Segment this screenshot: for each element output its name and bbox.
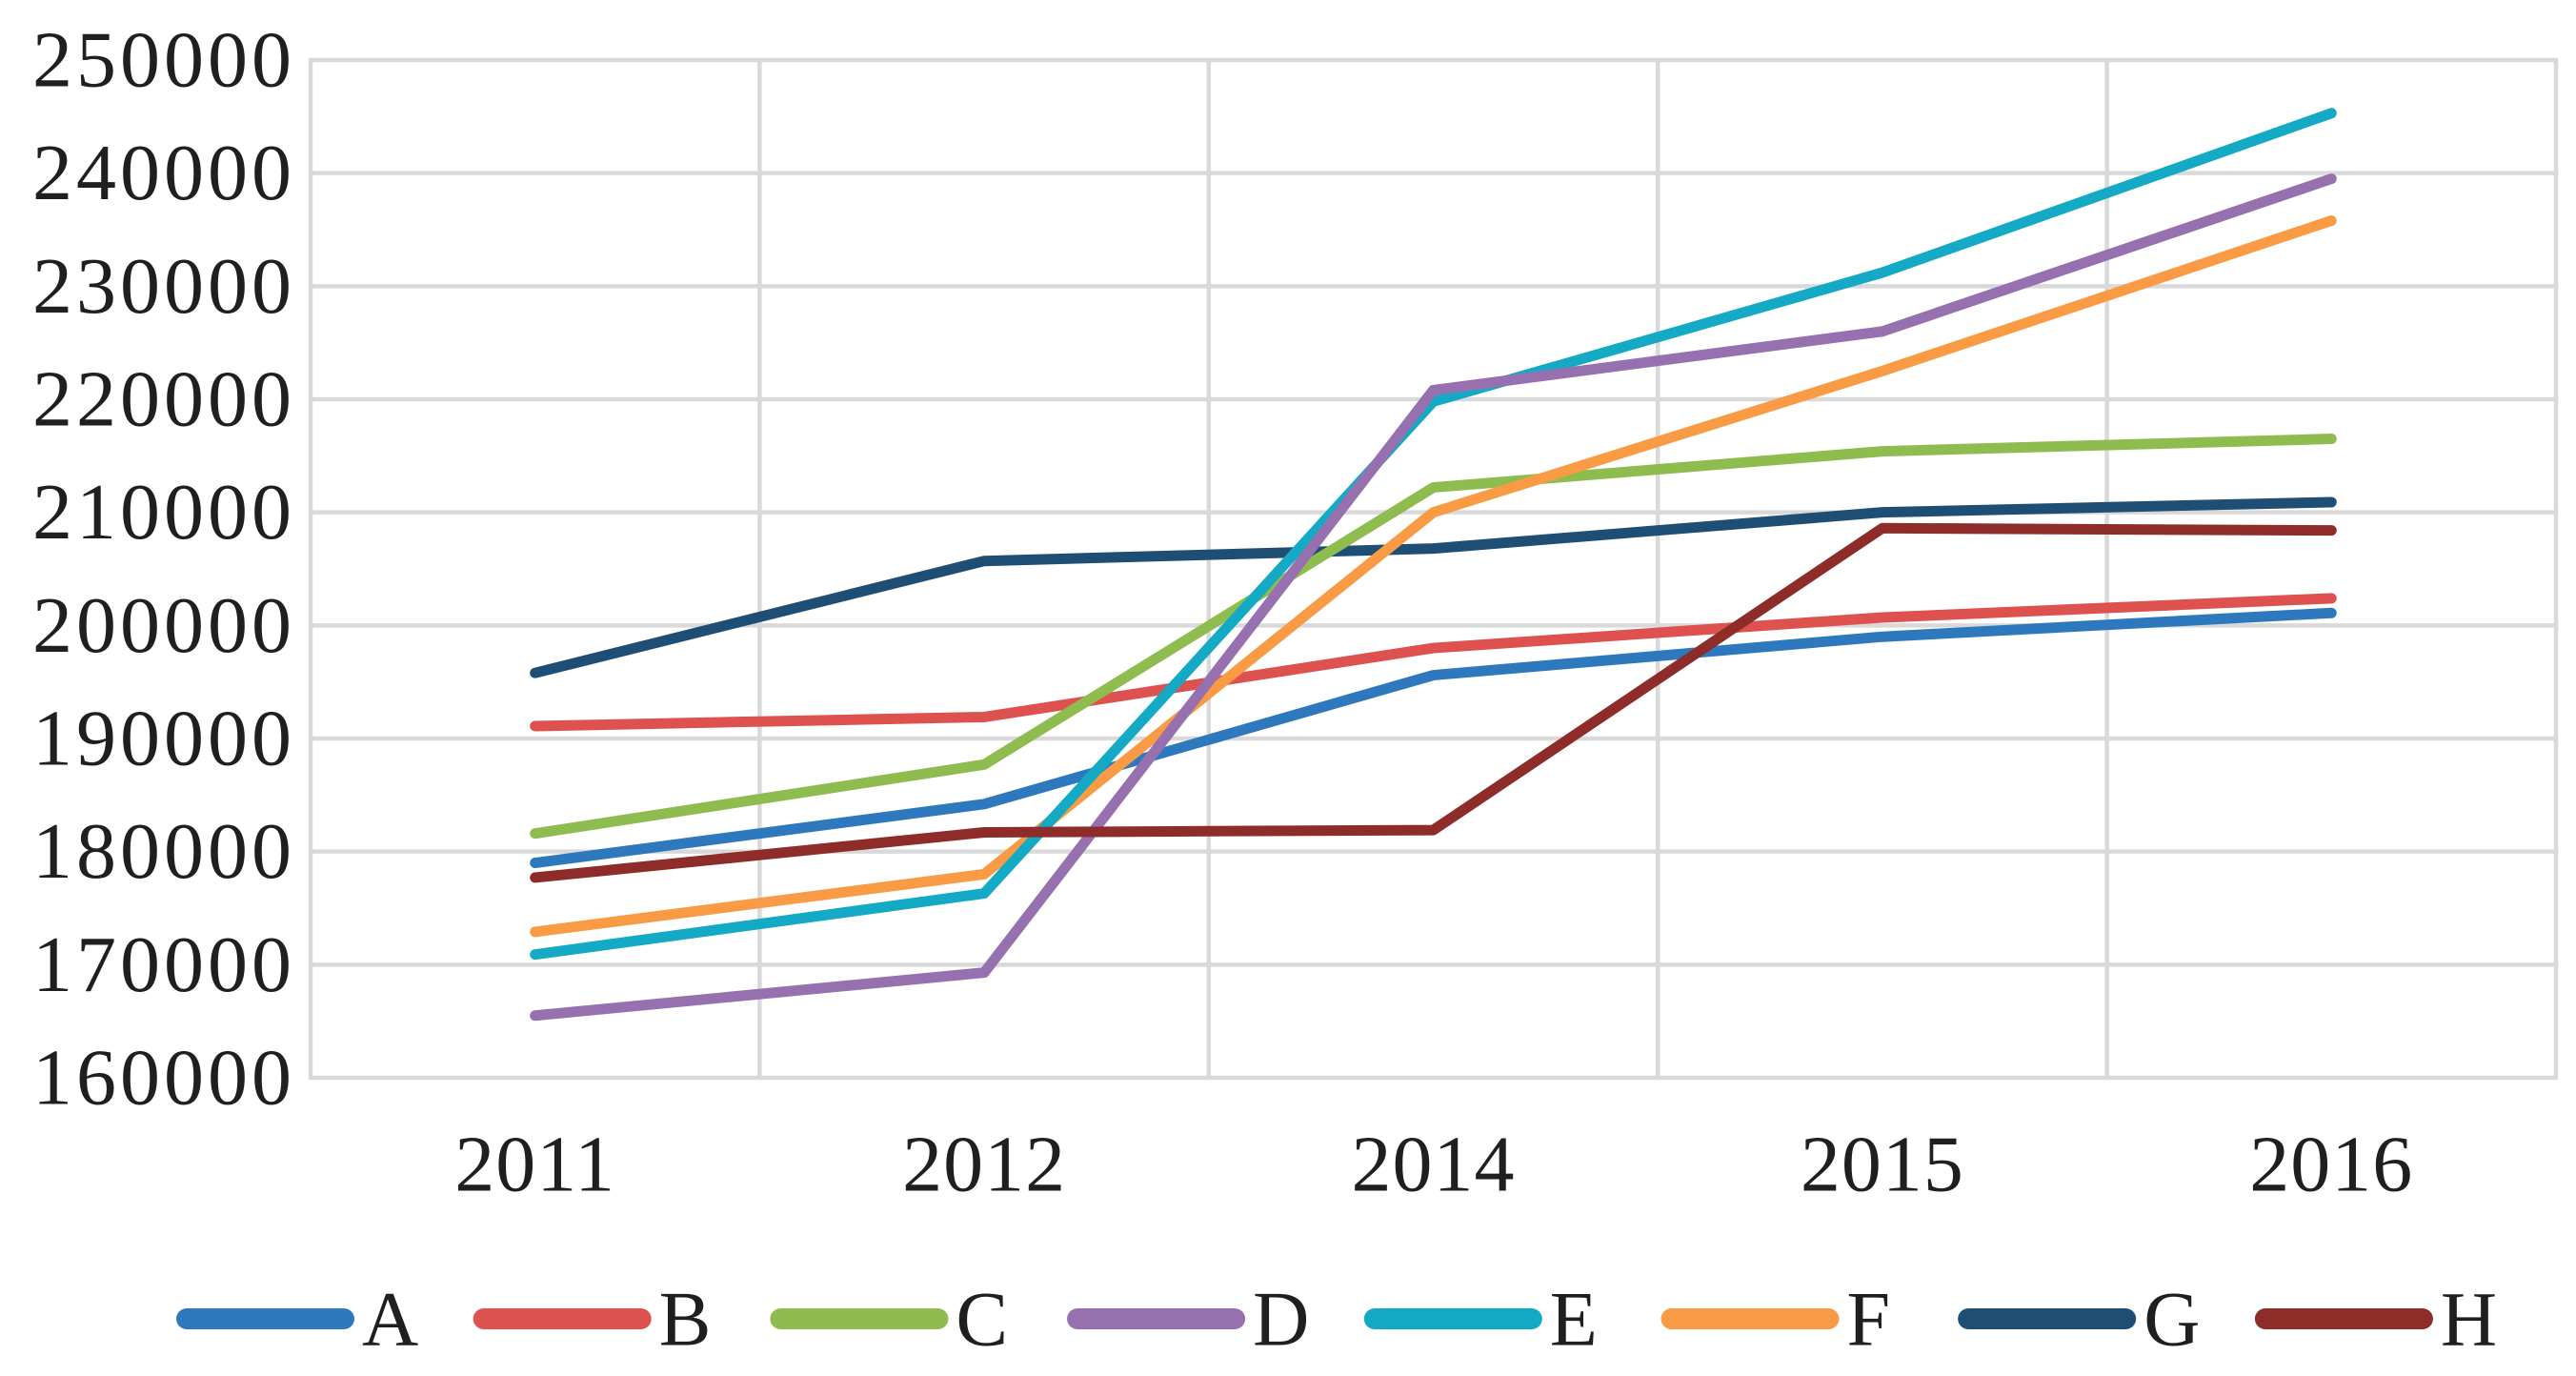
legend-swatch-D [1067, 1308, 1246, 1329]
y-tick-label: 180000 [32, 807, 295, 896]
x-tick-label: 2011 [454, 1121, 615, 1209]
x-tick-label: 2014 [1352, 1121, 1516, 1209]
y-tick-label: 240000 [32, 129, 295, 217]
y-tick-label: 220000 [32, 355, 295, 444]
series-line-G [530, 496, 2337, 678]
series-line-E [530, 108, 2337, 961]
y-tick-label: 230000 [32, 242, 295, 331]
legend-label-D: D [1253, 1276, 1309, 1363]
legend-item-G: G [1958, 1276, 2200, 1363]
legend-label-C: C [956, 1276, 1008, 1363]
x-tick-label: 2015 [1801, 1121, 1964, 1209]
legend-swatch-H [2254, 1308, 2433, 1329]
series-lines [530, 108, 2337, 1022]
y-tick-label: 210000 [32, 468, 295, 556]
legend-swatch-E [1363, 1308, 1542, 1329]
x-tick-label: 2016 [2249, 1121, 2413, 1209]
y-tick-label: 160000 [32, 1034, 295, 1123]
legend-item-D: D [1067, 1276, 1309, 1363]
legend-label-E: E [1550, 1276, 1598, 1363]
legend-label-H: H [2441, 1276, 2497, 1363]
legend-item-F: F [1660, 1276, 1891, 1363]
x-tick-label: 2012 [902, 1121, 1066, 1209]
legend-item-H: H [2254, 1276, 2497, 1363]
legend-label-G: G [2143, 1276, 2200, 1363]
x-axis-labels: 2011 2012 2014 2015 2016 [454, 1121, 2413, 1209]
y-tick-label: 250000 [32, 16, 295, 105]
legend-item-E: E [1363, 1276, 1598, 1363]
legend-label-A: A [362, 1276, 418, 1363]
legend-label-F: F [1847, 1276, 1891, 1363]
y-tick-label: 170000 [32, 921, 295, 1009]
legend-item-A: A [176, 1276, 418, 1363]
series-line-D [530, 173, 2337, 1022]
y-tick-label: 190000 [32, 695, 295, 783]
legend-swatch-C [770, 1308, 949, 1329]
y-tick-label: 200000 [32, 581, 295, 670]
legend-swatch-A [176, 1308, 354, 1329]
series-line-A [530, 607, 2337, 869]
series-line-F [530, 215, 2337, 938]
legend: A B C D E F G H [176, 1276, 2497, 1363]
legend-item-C: C [770, 1276, 1008, 1363]
legend-item-B: B [473, 1276, 712, 1363]
y-axis-labels: 160000 170000 180000 190000 200000 210000 2200… [32, 16, 295, 1123]
legend-swatch-G [1958, 1308, 2137, 1329]
series-line-H [530, 522, 2337, 883]
series-line-B [530, 593, 2337, 732]
legend-swatch-B [473, 1308, 652, 1329]
legend-label-B: B [659, 1276, 712, 1363]
legend-swatch-F [1660, 1308, 1840, 1329]
series-line-C [530, 434, 2337, 840]
